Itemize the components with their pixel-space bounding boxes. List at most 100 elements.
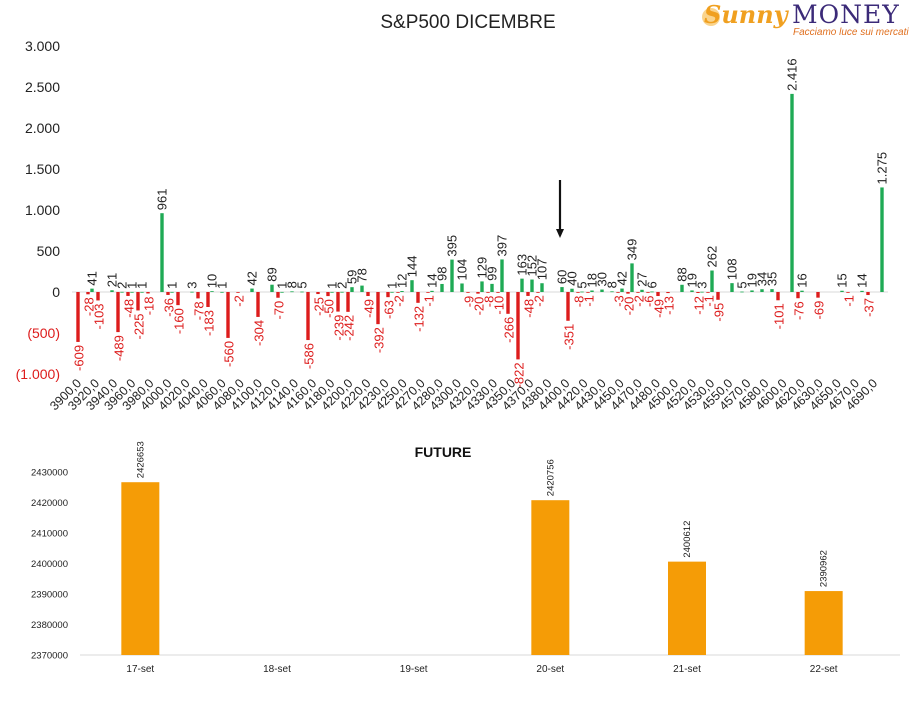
call-bar <box>530 279 534 292</box>
call-data-label: 5 <box>735 281 750 288</box>
call-bar <box>640 289 644 292</box>
call-bar <box>770 289 774 292</box>
put-data-label: -392 <box>372 327 387 353</box>
put-data-label: -8 <box>482 296 497 308</box>
call-data-label: 14 <box>855 273 870 287</box>
put-data-label: -489 <box>112 335 127 361</box>
future-bar <box>121 482 160 655</box>
future-x-tick-label: 19-set <box>400 664 428 675</box>
call-bar <box>750 290 754 292</box>
call-bar <box>570 288 574 292</box>
put-bar <box>586 292 590 293</box>
call-data-label: 78 <box>355 268 370 282</box>
call-data-label: 1 <box>275 282 290 289</box>
call-data-label: 42 <box>615 271 630 285</box>
call-bar <box>480 281 484 292</box>
put-bar <box>566 292 570 321</box>
put-data-label: -609 <box>72 345 87 371</box>
put-bar <box>416 292 420 303</box>
y-tick-label: 3.000 <box>25 38 60 54</box>
call-data-label: 395 <box>445 235 460 257</box>
call-bar <box>840 290 844 292</box>
put-data-label: -28 <box>82 297 97 316</box>
call-data-label: 60 <box>555 270 570 284</box>
put-bar <box>796 292 800 299</box>
call-data-label: 1 <box>135 282 150 289</box>
call-bar <box>290 291 294 293</box>
put-data-label: -12 <box>692 296 707 315</box>
put-data-label: -160 <box>172 308 187 334</box>
call-data-label: 1 <box>325 282 340 289</box>
sp500-options-chart: S&P500 DICEMBRE 3.000 2.500 2.000 1.500 1.000… <box>16 12 890 413</box>
put-data-label: -132 <box>412 306 427 332</box>
put-bar <box>636 292 640 293</box>
put-data-label: -1 <box>582 295 597 307</box>
put-data-label: -20 <box>472 297 487 316</box>
call-bar <box>650 291 654 293</box>
call-data-label: 5 <box>575 281 590 288</box>
put-data-label: -70 <box>272 301 287 320</box>
put-bar <box>306 292 310 341</box>
future-y-tick-label: 2370000 <box>31 651 68 662</box>
future-y-tick-label: 2420000 <box>31 498 68 509</box>
put-bar <box>206 292 210 308</box>
future-x-tick-label: 21-set <box>673 664 701 675</box>
put-bar <box>366 292 370 297</box>
y-tick-label: 0 <box>52 284 60 300</box>
put-bar <box>536 292 540 293</box>
future-y-tick-label: 2410000 <box>31 529 68 540</box>
put-bar <box>346 292 350 312</box>
put-data-label: -37 <box>862 298 877 317</box>
call-bar <box>140 291 144 293</box>
put-data-label: -101 <box>772 303 787 329</box>
call-bar <box>730 283 734 292</box>
call-data-label: 1 <box>165 282 180 289</box>
put-data-label: -63 <box>382 300 397 319</box>
put-data-label: -2 <box>232 295 247 307</box>
logo-name-a: Sunny <box>704 0 788 29</box>
call-data-label: 2 <box>335 282 350 289</box>
call-data-label: 3 <box>695 282 710 289</box>
call-data-label: 1 <box>385 282 400 289</box>
put-bar <box>326 292 330 297</box>
call-bar <box>400 291 404 292</box>
put-data-label: -48 <box>122 299 137 318</box>
call-bar <box>700 291 704 293</box>
put-data-label: -78 <box>192 301 207 320</box>
call-bar <box>800 290 804 292</box>
call-data-label: 2 <box>115 282 130 289</box>
call-bar <box>610 291 614 293</box>
y-tick-label: 1.500 <box>25 161 60 177</box>
call-bar <box>130 291 134 293</box>
put-data-label: -225 <box>132 313 147 339</box>
put-data-label: -239 <box>332 315 347 341</box>
put-data-label: -69 <box>812 301 827 320</box>
future-data-label: 2400612 <box>682 521 693 558</box>
y-tick-label: (500) <box>27 325 60 341</box>
call-bar <box>350 287 354 292</box>
put-data-label: -2 <box>532 295 547 307</box>
put-data-label: -586 <box>302 343 317 369</box>
put-data-label: -2 <box>392 295 407 307</box>
put-bar <box>376 292 380 325</box>
call-data-label: 41 <box>85 271 100 285</box>
call-data-label: 262 <box>705 246 720 268</box>
call-data-label: 8 <box>285 281 300 288</box>
call-data-label: 5 <box>295 281 310 288</box>
call-bar <box>860 290 864 292</box>
call-bar <box>500 259 504 292</box>
put-bar <box>166 292 170 295</box>
call-bar <box>110 290 114 292</box>
put-data-label: -48 <box>522 299 537 318</box>
call-data-label: 2.416 <box>785 58 800 91</box>
future-x-tick-label: 22-set <box>810 664 838 675</box>
put-bar <box>816 292 820 298</box>
future-data-label: 2390962 <box>819 550 830 587</box>
future-x-tick-label: 17-set <box>126 664 154 675</box>
put-bar <box>116 292 120 333</box>
put-bar <box>126 292 130 296</box>
call-data-label: 19 <box>685 273 700 287</box>
call-bar <box>330 291 334 293</box>
call-bar <box>300 291 304 293</box>
y-tick-label: (1.000) <box>16 366 60 382</box>
